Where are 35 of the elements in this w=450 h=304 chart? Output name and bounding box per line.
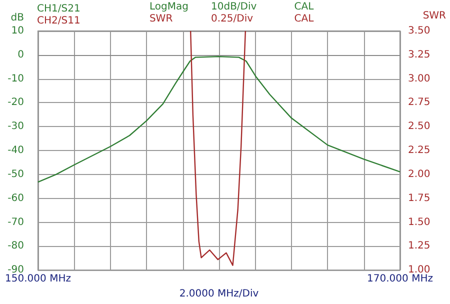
y2-tick-label: 1.25	[408, 240, 430, 252]
y2-tick-label: 1.75	[408, 192, 430, 204]
y2-tick-label: 2.75	[408, 97, 430, 108]
y-tick-label: -50	[8, 168, 24, 180]
x-axis-title: 2.0000 MHz/Div	[179, 288, 259, 300]
y2-tick-label: 3.50	[408, 26, 430, 36]
y-tick-label: -10	[8, 73, 24, 84]
text: CAL	[294, 2, 314, 12]
y-tick-label: -20	[8, 97, 24, 108]
y-tick-label: -30	[8, 121, 24, 132]
y-tick-label: -40	[8, 145, 24, 156]
y2-axis-title: SWR	[422, 10, 446, 22]
y2-tick-label: 3.25	[408, 49, 430, 60]
y-tick-label: -60	[8, 192, 24, 204]
y2-tick-label: 2.00	[408, 168, 430, 180]
text: 0.25/Div	[211, 14, 254, 24]
y-axis-title: dB	[10, 12, 24, 24]
text: CH1/S21	[37, 4, 80, 14]
y-tick-label: -80	[8, 240, 24, 252]
y-tick-label: -70	[8, 216, 24, 228]
y2-tick-label: 1.50	[408, 216, 430, 228]
y2-tick-label: 3.00	[408, 73, 430, 84]
text: SWR	[149, 14, 173, 24]
y-tick-label: 0	[18, 49, 24, 60]
y-tick-label: 10	[11, 26, 24, 36]
x-tick-label: 150.000 MHz	[5, 274, 71, 285]
line-series	[37, 56, 401, 183]
x-tick-label: 170.000 MHz	[367, 274, 433, 285]
text: 10dB/Div	[211, 2, 257, 12]
y2-tick-label: 2.50	[408, 121, 430, 132]
y2-tick-label: 2.25	[408, 145, 430, 156]
text: CAL	[294, 14, 314, 24]
text: LogMag	[149, 2, 188, 12]
text: CH2/S11	[37, 16, 80, 26]
line-series	[190, 30, 246, 266]
